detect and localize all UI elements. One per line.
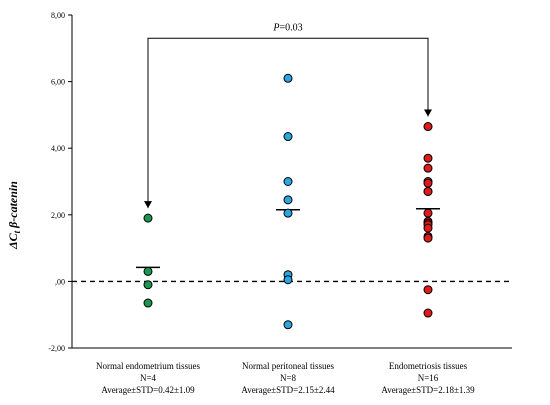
y-tick-label: 6,00 bbox=[51, 78, 65, 87]
category-label-line: Normal endometrium tissues bbox=[96, 361, 200, 371]
p-value-label: P=0.03 bbox=[272, 22, 302, 33]
y-axis-label-rest: β-catenin bbox=[6, 181, 20, 231]
data-point bbox=[283, 275, 293, 285]
y-tick-label: 2,00 bbox=[51, 211, 65, 220]
data-point bbox=[423, 153, 433, 163]
category-label-line: Average±STD=0.42±1.09 bbox=[101, 385, 195, 395]
category-label-line: Average±STD=2.15±2.44 bbox=[241, 385, 335, 395]
arrow-head-left bbox=[144, 201, 152, 209]
axes bbox=[71, 15, 512, 349]
category-label-line: N=16 bbox=[418, 373, 439, 383]
data-point bbox=[283, 320, 293, 330]
data-point bbox=[423, 223, 433, 233]
data-point bbox=[423, 163, 433, 173]
data-point bbox=[143, 280, 153, 290]
p-value-number: =0.03 bbox=[279, 22, 302, 33]
data-point bbox=[423, 186, 433, 196]
arrow-head-right bbox=[424, 109, 432, 117]
y-ticks: -2,00 ,00 2,00 4,00 6,00 8,00 bbox=[48, 11, 72, 353]
y-axis-label-subscript: t bbox=[12, 230, 22, 233]
category-label-line: Endometriosis tissues bbox=[389, 361, 468, 371]
bracket-line bbox=[147, 37, 429, 209]
data-point bbox=[143, 266, 153, 276]
significance-bracket: P=0.03 bbox=[144, 22, 432, 209]
data-point bbox=[423, 285, 433, 295]
data-point bbox=[423, 233, 433, 243]
data-point bbox=[143, 298, 153, 308]
p-value-p: P bbox=[272, 22, 279, 33]
y-tick-label: -2,00 bbox=[48, 344, 65, 353]
data-point bbox=[283, 132, 293, 142]
y-tick-label: 4,00 bbox=[51, 144, 65, 153]
y-axis-label-delta: ΔC bbox=[6, 232, 20, 250]
data-point bbox=[143, 213, 153, 223]
y-axis-label: ΔCt β-catenin bbox=[6, 181, 22, 250]
data-point bbox=[283, 208, 293, 218]
data-point bbox=[283, 73, 293, 83]
y-tick-label: ,00 bbox=[55, 277, 65, 286]
category-label-line: Average±STD=2.18±1.39 bbox=[381, 385, 475, 395]
data-point bbox=[283, 177, 293, 186]
category-label-line: N=8 bbox=[280, 373, 297, 383]
data-point bbox=[423, 122, 433, 132]
y-tick-label: 8,00 bbox=[51, 11, 65, 20]
data-point bbox=[423, 208, 433, 218]
category-label-line: Normal peritoneal tissues bbox=[242, 361, 334, 371]
data-points bbox=[143, 73, 433, 330]
category-label-line: N=4 bbox=[140, 373, 157, 383]
data-point bbox=[423, 308, 433, 318]
data-point bbox=[283, 195, 293, 205]
data-point bbox=[423, 178, 433, 188]
category-labels: Normal endometrium tissues N=4 Average±STD… bbox=[96, 361, 475, 395]
